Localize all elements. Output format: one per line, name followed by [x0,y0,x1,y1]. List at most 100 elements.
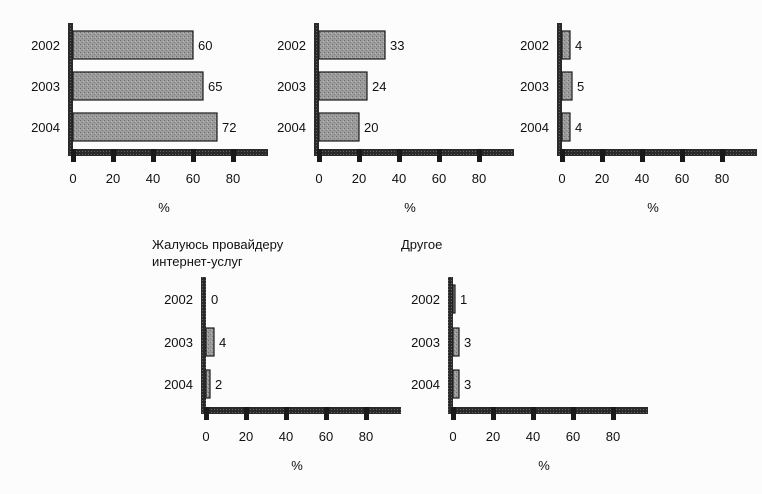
data-label: 20 [364,120,378,135]
x-axis-line [68,149,268,156]
category-label: 2003 [520,79,549,94]
x-tick [71,149,76,162]
data-label: 3 [464,335,471,350]
y-axis-line [314,23,319,156]
chart-4: 2002 1 2003 3 2004 3 0 20 40 60 80% [411,277,648,473]
x-tick [357,149,362,162]
chart-1: 2002 33 2003 24 2004 20 0 20 40 60 80% [277,23,514,215]
x-tick-label: 20 [486,429,500,444]
category-label: 2003 [31,79,60,94]
category-label: 2002 [411,292,440,307]
x-tick-label: 60 [319,429,333,444]
category-label: 2003 [277,79,306,94]
x-tick-label: 60 [186,171,200,186]
data-label: 5 [577,79,584,94]
data-label: 60 [198,38,212,53]
x-tick [560,149,565,162]
x-tick [477,149,482,162]
data-label: 24 [372,79,386,94]
category-label: 2004 [520,120,549,135]
x-axis-line [314,149,514,156]
x-tick-label: 80 [359,429,373,444]
x-tick [680,149,685,162]
x-tick [397,149,402,162]
bar [72,112,218,142]
x-tick-label: 60 [566,429,580,444]
x-axis-line [201,407,401,414]
chart-title-internet-provider: Жалуюсь провайдеру интернет-услуг [152,237,284,269]
x-tick-label: 20 [352,171,366,186]
data-label: 4 [575,120,582,135]
x-tick [600,149,605,162]
bar [318,30,386,60]
x-tick [611,407,616,420]
bar [205,327,215,357]
bar [452,327,460,357]
bar [318,71,368,101]
x-tick [284,407,289,420]
category-label: 2004 [411,377,440,392]
x-tick-label: 40 [279,429,293,444]
category-label: 2003 [411,335,440,350]
category-label: 2003 [164,335,193,350]
x-tick [720,149,725,162]
bar [452,369,460,399]
bar [72,71,204,101]
x-tick [491,407,496,420]
x-tick [111,149,116,162]
x-tick [204,407,209,420]
x-tick-label: 20 [595,171,609,186]
x-axis-line [557,149,757,156]
data-label: 4 [575,38,582,53]
category-label: 2002 [164,292,193,307]
x-tick-label: 40 [526,429,540,444]
x-tick-label: 80 [606,429,620,444]
data-label: 72 [222,120,236,135]
x-axis-label: % [538,458,550,473]
x-tick [191,149,196,162]
bar [205,369,211,399]
data-label: 2 [215,377,222,392]
x-tick-label: 20 [239,429,253,444]
x-tick [364,407,369,420]
x-tick [324,407,329,420]
category-label: 2002 [31,38,60,53]
x-tick-label: 40 [635,171,649,186]
x-tick-label: 0 [69,171,76,186]
chart-title-other: Другое [401,237,443,252]
y-axis-line [68,23,73,156]
category-label: 2004 [277,120,306,135]
data-label: 1 [460,292,467,307]
category-label: 2004 [31,120,60,135]
data-label: 65 [208,79,222,94]
x-tick-label: 40 [392,171,406,186]
x-axis-label: % [158,200,170,215]
x-tick-label: 20 [106,171,120,186]
category-label: 2002 [520,38,549,53]
category-label: 2002 [277,38,306,53]
x-tick-label: 80 [715,171,729,186]
x-tick [151,149,156,162]
x-tick [231,149,236,162]
x-tick-label: 80 [472,171,486,186]
x-tick-label: 40 [146,171,160,186]
category-label: 2004 [164,377,193,392]
x-axis-line [448,407,648,414]
x-tick-label: 0 [449,429,456,444]
bar [318,112,360,142]
x-tick-label: 60 [432,171,446,186]
bar [561,30,571,60]
bar [561,112,571,142]
x-axis-label: % [647,200,659,215]
x-tick [531,407,536,420]
y-axis-line [201,277,206,414]
x-axis-label: % [291,458,303,473]
data-label: 4 [219,335,226,350]
y-axis-line [557,23,562,156]
x-tick [451,407,456,420]
y-axis-line [448,277,453,414]
data-label: 3 [464,377,471,392]
